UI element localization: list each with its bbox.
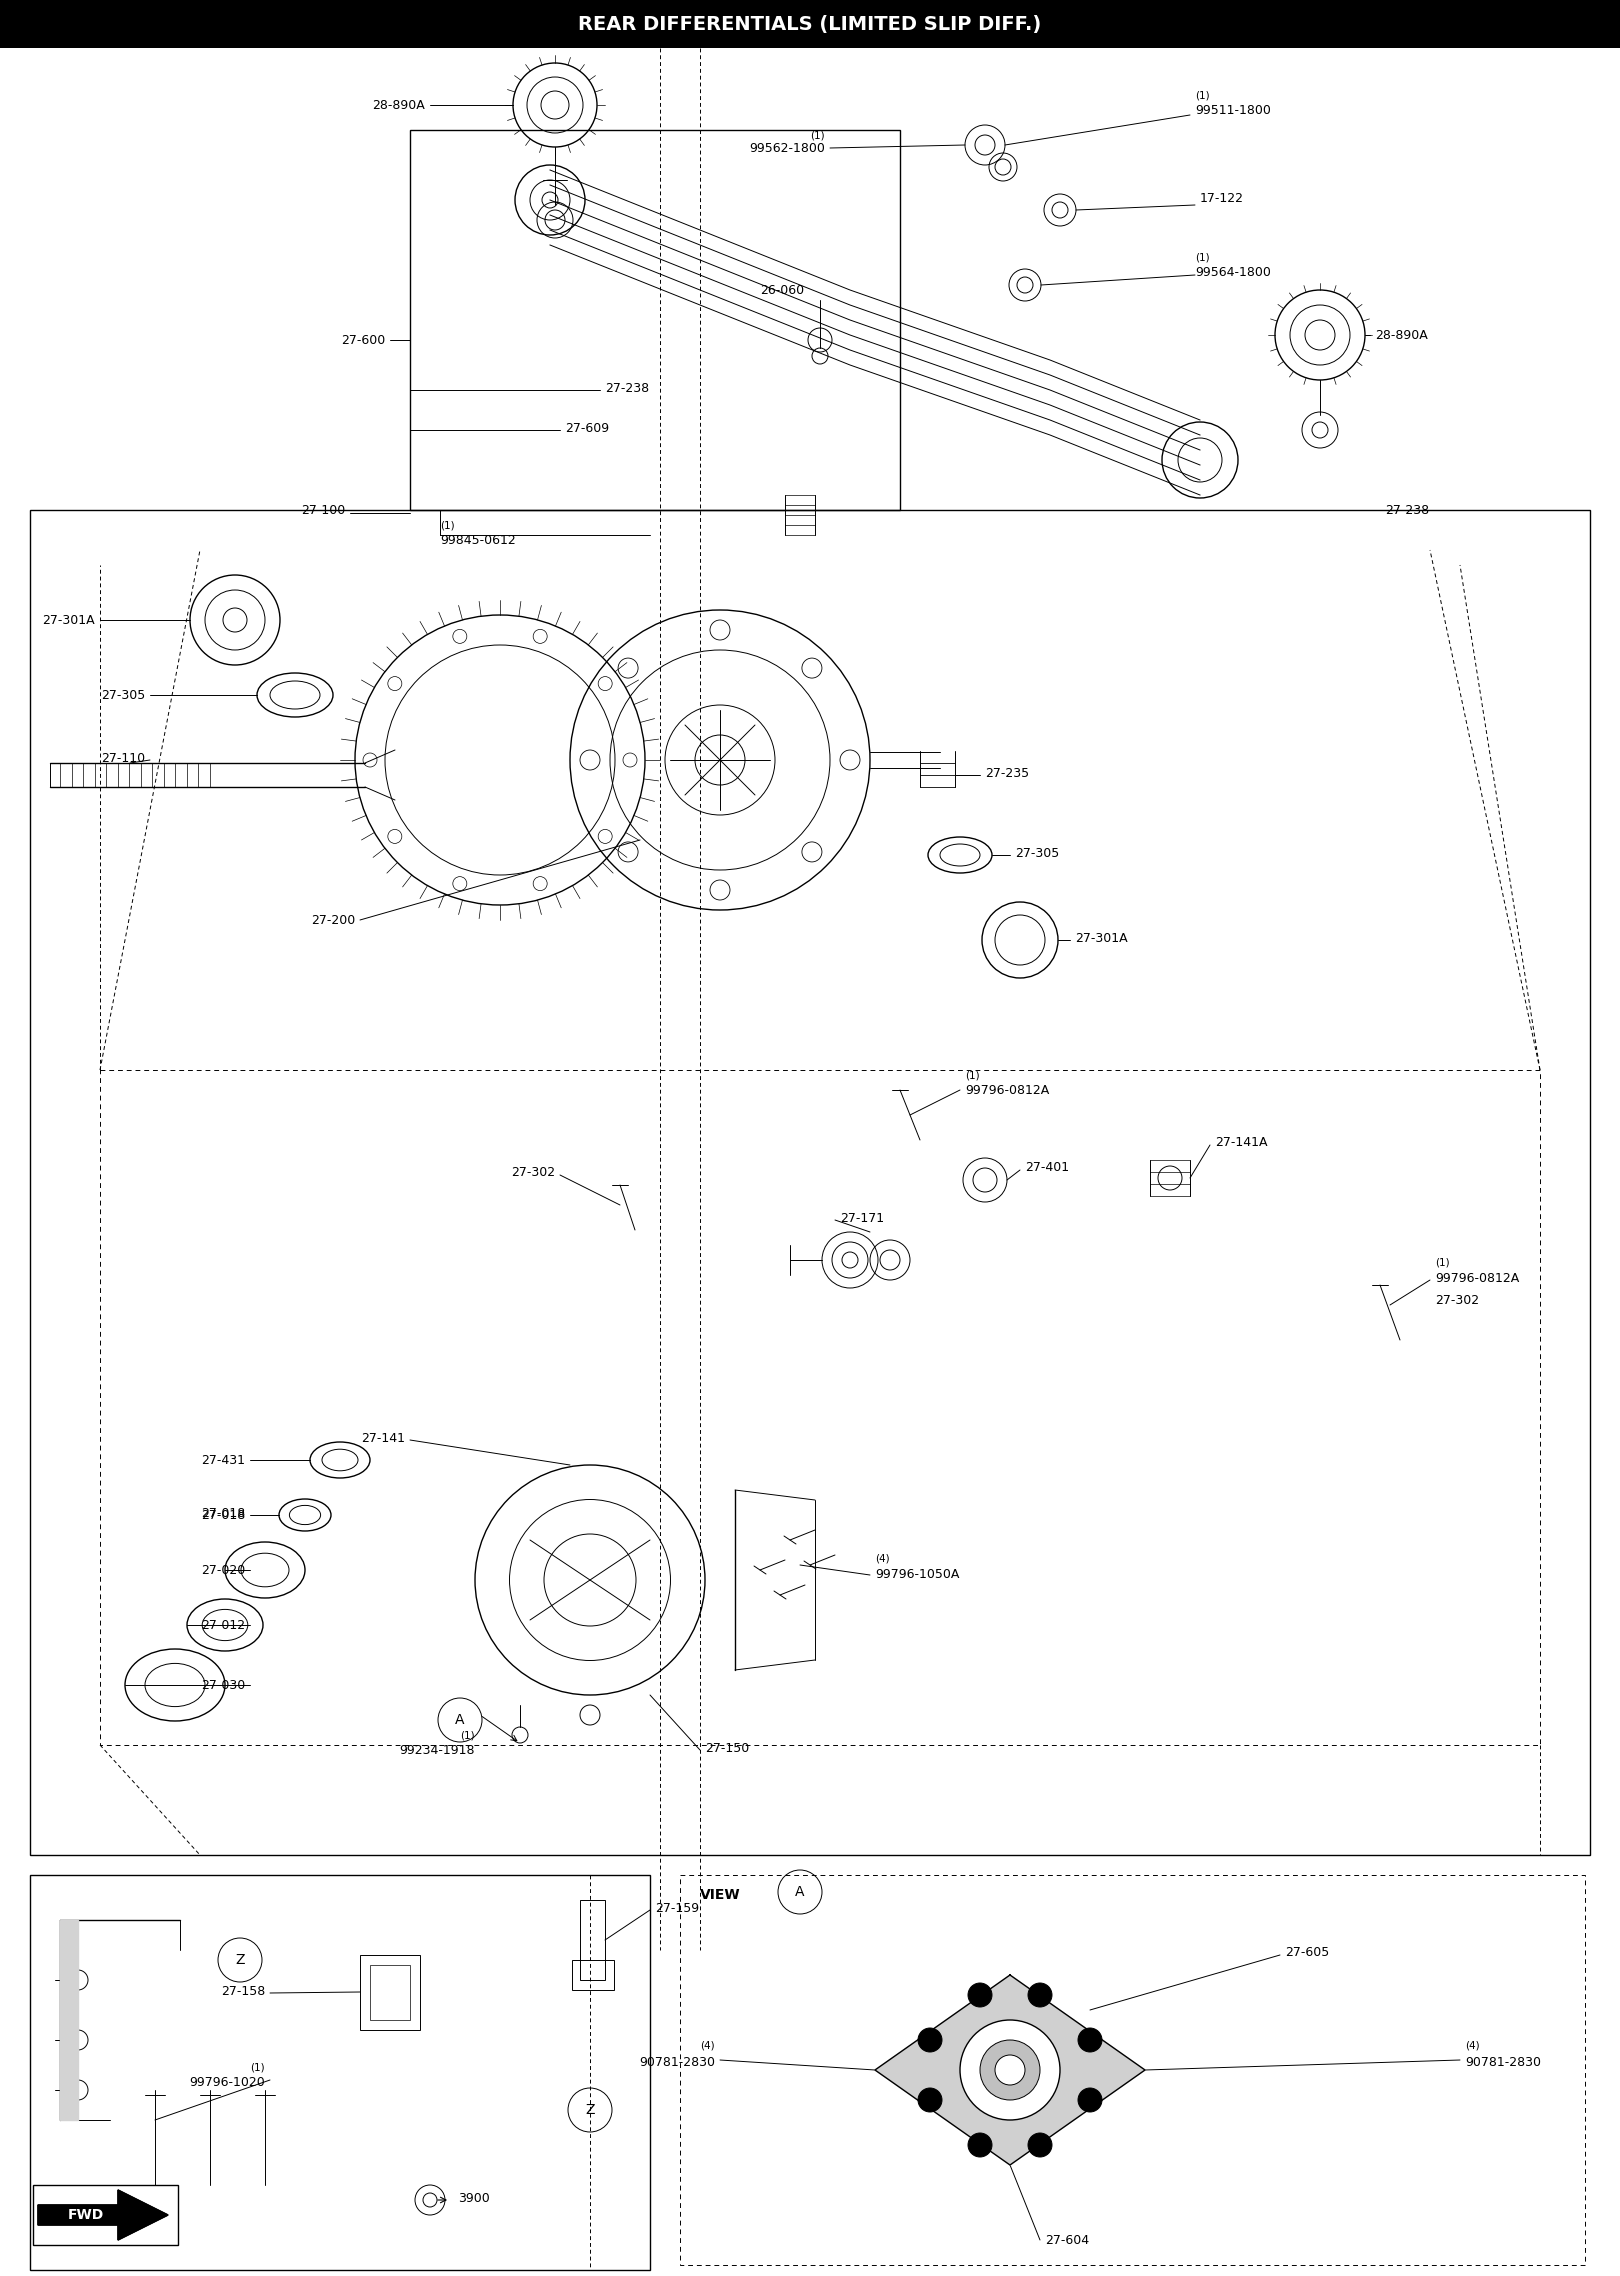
Text: 27-305: 27-305 [1016, 847, 1059, 860]
Bar [0, 0, 1620, 48]
Text: 99796-0812A: 99796-0812A [966, 1083, 1050, 1097]
Text: 27-305: 27-305 [100, 690, 146, 701]
Text: 99511-1800: 99511-1800 [1196, 102, 1270, 116]
Text: A: A [455, 1714, 465, 1727]
Text: 27-605: 27-605 [1285, 1946, 1330, 1960]
Text: 90781-2830: 90781-2830 [638, 2055, 714, 2069]
Text: 17-122: 17-122 [1200, 191, 1244, 205]
Polygon shape [60, 1921, 78, 2119]
Bar [369, 1964, 410, 2021]
Text: 27-301A: 27-301A [42, 615, 96, 626]
Text: 26-060: 26-060 [760, 284, 804, 296]
Circle shape [1029, 2133, 1051, 2158]
Circle shape [961, 2021, 1059, 2119]
Text: 99796-1020: 99796-1020 [190, 2076, 266, 2089]
Text: 99234-1918: 99234-1918 [400, 1743, 475, 1757]
Text: 27-030: 27-030 [201, 1677, 245, 1691]
Text: 27-150: 27-150 [705, 1741, 748, 1755]
Text: 27-401: 27-401 [1025, 1161, 1069, 1174]
Bar [680, 1875, 1584, 2265]
Circle shape [969, 1982, 991, 2007]
Text: 3900: 3900 [458, 2192, 489, 2205]
Text: 99564-1800: 99564-1800 [1196, 266, 1270, 278]
Text: 27-158: 27-158 [220, 1985, 266, 1998]
Text: Z: Z [235, 1953, 245, 1966]
Text: A: A [795, 1885, 805, 1898]
Polygon shape [37, 2190, 168, 2240]
Text: (1): (1) [460, 1730, 475, 1739]
Text: 99845-0612: 99845-0612 [441, 533, 515, 546]
Text: 99796-0812A: 99796-0812A [1435, 1272, 1520, 1284]
Text: 27-238: 27-238 [1385, 503, 1429, 517]
Text: 27-604: 27-604 [1045, 2233, 1089, 2246]
Text: (1): (1) [251, 2062, 266, 2071]
Text: (1): (1) [966, 1070, 980, 1081]
Polygon shape [875, 1976, 1145, 2164]
Text: (4): (4) [875, 1552, 889, 1564]
Text: 90781-2830: 90781-2830 [1464, 2055, 1541, 2069]
Text: VIEW: VIEW [700, 1889, 740, 1903]
Bar [100, 1070, 1541, 1746]
Text: 27-018: 27-018 [201, 1507, 245, 1520]
Text: FWD: FWD [68, 2208, 104, 2221]
Text: 27-171: 27-171 [841, 1211, 885, 1224]
Circle shape [919, 2087, 941, 2112]
Text: 27-100: 27-100 [301, 503, 345, 517]
Text: 27-141A: 27-141A [1215, 1136, 1267, 1149]
Bar [580, 1900, 604, 1980]
Bar [31, 1875, 650, 2269]
Text: 27-301A: 27-301A [1076, 931, 1128, 945]
Text: 27-609: 27-609 [565, 421, 609, 435]
Circle shape [1077, 2028, 1102, 2053]
Text: 27-159: 27-159 [654, 1900, 700, 1914]
Polygon shape [37, 2190, 168, 2240]
Circle shape [995, 2055, 1025, 2085]
Bar [32, 2185, 178, 2244]
Circle shape [969, 2133, 991, 2158]
Text: 27-238: 27-238 [604, 382, 650, 394]
Text: (4): (4) [1464, 2039, 1479, 2051]
Text: 99796-1050A: 99796-1050A [875, 1568, 959, 1580]
Bar [31, 510, 1589, 1855]
Text: 27-018: 27-018 [201, 1509, 245, 1520]
Circle shape [1029, 1982, 1051, 2007]
Text: 27-235: 27-235 [985, 767, 1029, 778]
Text: (1): (1) [1435, 1256, 1450, 1268]
Text: 27-110: 27-110 [100, 751, 146, 765]
Bar [360, 1955, 420, 2030]
Text: (4): (4) [700, 2039, 714, 2051]
Text: 28-890A: 28-890A [1375, 328, 1427, 341]
Text: REAR DIFFERENTIALS (LIMITED SLIP DIFF.): REAR DIFFERENTIALS (LIMITED SLIP DIFF.) [578, 14, 1042, 34]
Bar [572, 1960, 614, 1989]
Text: 27-302: 27-302 [510, 1165, 556, 1179]
Text: 27-200: 27-200 [311, 913, 355, 926]
Text: 27-020: 27-020 [201, 1564, 245, 1577]
Text: 27-600: 27-600 [340, 335, 386, 346]
Text: (1): (1) [810, 130, 825, 141]
Bar [410, 130, 901, 510]
Circle shape [980, 2039, 1040, 2101]
Text: 28-890A: 28-890A [373, 98, 424, 112]
Text: Z: Z [585, 2103, 595, 2117]
Text: 27-302: 27-302 [1435, 1293, 1479, 1306]
Circle shape [919, 2028, 941, 2053]
Text: 99562-1800: 99562-1800 [748, 141, 825, 155]
Text: (1): (1) [441, 519, 455, 530]
Text: 27-141: 27-141 [361, 1432, 405, 1445]
Text: (1): (1) [1196, 91, 1210, 100]
Circle shape [1077, 2087, 1102, 2112]
Text: 27-431: 27-431 [201, 1454, 245, 1466]
Text: (1): (1) [1196, 253, 1210, 262]
Text: 27-012: 27-012 [201, 1618, 245, 1632]
